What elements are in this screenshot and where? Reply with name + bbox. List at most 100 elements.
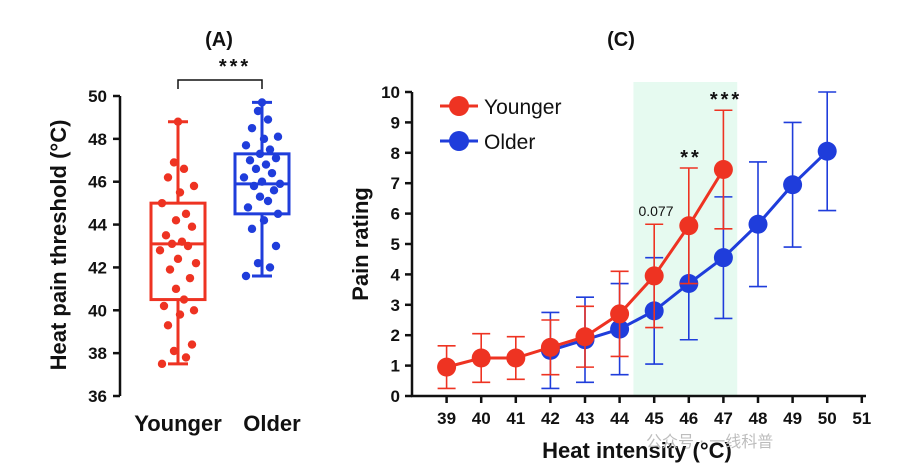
data-point <box>187 340 197 349</box>
panel-c-x-tick-label: 48 <box>749 409 768 428</box>
panel-c-x-ticks: 39 40 41 42 43 44 45 46 47 48 49 50 51 <box>437 396 871 428</box>
data-point <box>155 246 165 255</box>
panel-c-y-tick-label: 9 <box>391 113 400 132</box>
panel-c-y-tick-label: 8 <box>391 144 400 163</box>
data-point <box>161 231 171 240</box>
data-point <box>187 222 197 231</box>
panel-c-x-tick-label: 51 <box>852 409 871 428</box>
data-point <box>181 353 191 362</box>
data-point <box>261 160 271 169</box>
panel-c-x-tick-label: 46 <box>679 409 698 428</box>
panel-c-x-tick-label: 39 <box>437 409 456 428</box>
data-point <box>273 209 283 219</box>
panel-a-y-ticks: 36 38 40 42 44 46 48 50 <box>88 87 120 406</box>
data-point <box>253 106 263 116</box>
series-point <box>540 337 560 357</box>
panel-c-x-tick-label: 47 <box>714 409 733 428</box>
data-point <box>169 158 179 167</box>
panel-c-y-tick-label: 10 <box>381 83 400 102</box>
data-point <box>185 273 195 283</box>
legend-label-older: Older <box>484 131 535 154</box>
panel-c-y-tick-label: 2 <box>391 326 400 345</box>
panel-c-y-ticks: 0 1 2 3 4 5 6 7 8 9 10 <box>381 83 412 406</box>
panel-c-y-tick-label: 1 <box>391 357 400 376</box>
panel-a-y-axis-title: Heat pain threshold (°C) <box>46 120 71 371</box>
data-point <box>263 115 273 124</box>
data-point <box>243 203 253 212</box>
panel-c-x-tick-label: 45 <box>645 409 664 428</box>
data-point <box>267 168 277 178</box>
box-iqr <box>149 201 207 302</box>
panel-a-y-tick-label: 48 <box>88 130 107 149</box>
data-point <box>257 98 267 107</box>
panel-a-y-tick-label: 50 <box>88 87 107 106</box>
data-point <box>263 196 273 206</box>
series-point <box>713 248 733 268</box>
series-point <box>437 357 457 377</box>
data-point <box>189 306 199 315</box>
watermark: 公众号 · 一线科普 <box>646 432 774 451</box>
data-point <box>175 188 185 197</box>
legend-marker-younger <box>449 96 469 116</box>
series-point <box>783 175 803 195</box>
panel-c-x-tick-label: 41 <box>506 409 525 428</box>
panel-a-title: (A) <box>205 29 233 51</box>
data-point <box>255 149 265 159</box>
panel-c-x-axis-title: Heat intensity (°C) <box>542 438 732 463</box>
data-point <box>241 271 251 281</box>
data-point <box>269 186 279 195</box>
panel-a-y-tick-label: 44 <box>88 216 107 235</box>
panel-a-significance-stars: *** <box>219 56 251 78</box>
data-point <box>173 254 183 264</box>
panel-a: (A) Heat pain threshold (°C) *** 36 38 40 4… <box>46 29 301 436</box>
legend-label-younger: Younger <box>484 96 561 119</box>
legend: Younger Older <box>440 96 561 154</box>
data-point <box>163 321 173 330</box>
panel-c: (C) Pain rating Heat intensity (°C) 0 1 2 3… <box>348 29 871 463</box>
data-point <box>247 123 257 133</box>
group-label-older: Older <box>243 411 301 436</box>
series-point <box>713 160 733 180</box>
series-point <box>679 216 699 236</box>
panel-c-series <box>437 91 837 390</box>
panel-c-y-axis-title: Pain rating <box>348 187 373 301</box>
series-point <box>575 327 595 347</box>
data-point <box>249 181 259 191</box>
data-point <box>183 241 193 251</box>
box-group-younger <box>149 117 207 369</box>
significance-bracket <box>177 79 263 89</box>
panel-c-y-tick-label: 0 <box>391 387 400 406</box>
panel-a-y-tick-label: 46 <box>88 173 107 192</box>
data-point <box>253 258 263 268</box>
legend-marker-older <box>449 131 469 151</box>
panel-c-y-tick-label: 7 <box>391 174 400 193</box>
panel-a-boxes <box>149 98 291 369</box>
series-point <box>644 266 664 286</box>
data-point <box>163 173 173 182</box>
panel-a-y-tick-label: 36 <box>88 387 107 406</box>
data-point <box>181 209 191 219</box>
box-group-older <box>233 98 291 281</box>
data-point <box>257 177 267 186</box>
data-point <box>259 134 269 144</box>
panel-c-x-tick-label: 42 <box>541 409 560 428</box>
highlight-band <box>633 82 738 396</box>
data-point <box>157 359 167 369</box>
series-point <box>817 141 837 161</box>
panel-c-title: (C) <box>607 29 635 51</box>
data-point <box>273 132 283 141</box>
panel-a-y-tick-label: 38 <box>88 344 107 363</box>
data-point <box>265 263 275 272</box>
significance-stars-46: ** <box>680 147 702 169</box>
panel-c-y-tick-label: 5 <box>391 235 400 254</box>
data-point <box>271 153 281 163</box>
series-point <box>506 348 526 368</box>
data-point <box>179 164 189 174</box>
data-point <box>177 237 187 246</box>
data-point <box>255 192 265 201</box>
data-point <box>191 258 201 268</box>
data-point <box>275 179 285 189</box>
data-point <box>165 265 175 274</box>
panel-c-x-tick-label: 43 <box>576 409 595 428</box>
